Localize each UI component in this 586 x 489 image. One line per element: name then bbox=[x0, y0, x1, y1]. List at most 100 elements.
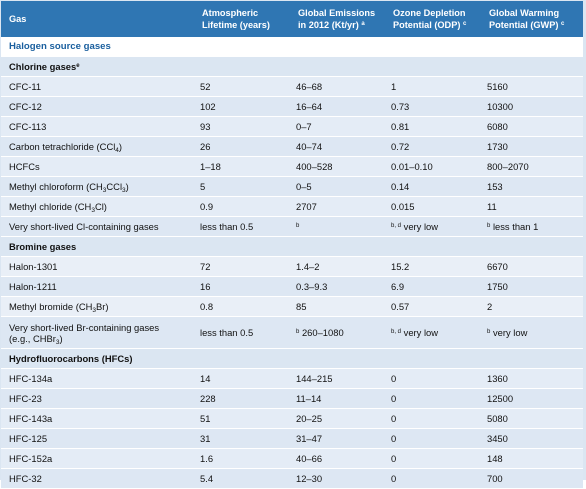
odp-cell: 0 bbox=[385, 448, 481, 469]
section-bromine-gases: Bromine gases bbox=[1, 236, 583, 257]
emissions-cell: 31–47 bbox=[290, 428, 385, 449]
gas-cell: CFC-11 bbox=[1, 76, 194, 97]
odp-cell: 15.2 bbox=[385, 256, 481, 277]
gas-cell: Carbon tetrachloride (CCl4) bbox=[1, 136, 194, 157]
table-row: Halon-1211 16 0.3–9.3 6.9 1750 bbox=[1, 276, 583, 297]
section-title: Chlorine gasese bbox=[1, 56, 583, 77]
gas-cell: HCFCs bbox=[1, 156, 194, 177]
gas-cell: Very short-lived Cl-containing gases bbox=[1, 216, 194, 237]
gwp-cell: 700 bbox=[481, 468, 583, 489]
odp-cell: 0 bbox=[385, 368, 481, 389]
odp-cell: 0 bbox=[385, 468, 481, 489]
gas-cell: CFC-12 bbox=[1, 96, 194, 117]
gas-cell: HFC-134a bbox=[1, 368, 194, 389]
header-odp: Ozone Depletion Potential (ODP) c bbox=[393, 8, 467, 30]
odp-cell: 0.73 bbox=[385, 96, 481, 117]
lifetime-cell: 5 bbox=[194, 176, 290, 197]
table-row: HFC-152a 1.6 40–66 0 148 bbox=[1, 448, 583, 469]
emissions-cell: 16–64 bbox=[290, 96, 385, 117]
odp-cell: 0.57 bbox=[385, 296, 481, 317]
table-row: Very short-lived Br-containing gases (e.g… bbox=[1, 316, 583, 349]
gas-cell: Halon-1211 bbox=[1, 276, 194, 297]
lifetime-cell: 228 bbox=[194, 388, 290, 409]
gas-cell: HFC-32 bbox=[1, 468, 194, 489]
lifetime-cell: 1–18 bbox=[194, 156, 290, 177]
gas-cell: Halon-1301 bbox=[1, 256, 194, 277]
emissions-cell: 11–14 bbox=[290, 388, 385, 409]
gwp-cell: b less than 1 bbox=[481, 216, 583, 237]
odp-cell: 0.01–0.10 bbox=[385, 156, 481, 177]
header-lifetime: Atmospheric Lifetime (years) bbox=[202, 8, 270, 30]
gas-cell: Methyl bromide (CH3Br) bbox=[1, 296, 194, 317]
odp-cell: 0.72 bbox=[385, 136, 481, 157]
table-row: CFC-113 93 0–7 0.81 6080 bbox=[1, 116, 583, 137]
table-row: HFC-32 5.4 12–30 0 700 bbox=[1, 468, 583, 489]
emissions-cell: 0–7 bbox=[290, 116, 385, 137]
odp-cell: b, d very low bbox=[385, 216, 481, 237]
header-gas: Gas bbox=[9, 14, 27, 24]
emissions-cell: 0–5 bbox=[290, 176, 385, 197]
gas-cell: HFC-125 bbox=[1, 428, 194, 449]
gwp-cell: 3450 bbox=[481, 428, 583, 449]
odp-cell: 1 bbox=[385, 76, 481, 97]
lifetime-cell: 31 bbox=[194, 428, 290, 449]
section-title: Hydrofluorocarbons (HFCs) bbox=[1, 348, 583, 369]
lifetime-cell: 5.4 bbox=[194, 468, 290, 489]
table-row: Halon-1301 72 1.4–2 15.2 6670 bbox=[1, 256, 583, 277]
odp-cell: b, d very low bbox=[385, 316, 481, 349]
lifetime-cell: 72 bbox=[194, 256, 290, 277]
gwp-cell: b very low bbox=[481, 316, 583, 349]
emissions-cell: 12–30 bbox=[290, 468, 385, 489]
lifetime-cell: 16 bbox=[194, 276, 290, 297]
emissions-cell: b bbox=[290, 216, 385, 237]
lifetime-cell: 52 bbox=[194, 76, 290, 97]
gwp-cell: 1750 bbox=[481, 276, 583, 297]
lifetime-cell: 1.6 bbox=[194, 448, 290, 469]
emissions-cell: 20–25 bbox=[290, 408, 385, 429]
gwp-cell: 10300 bbox=[481, 96, 583, 117]
emissions-cell: 400–528 bbox=[290, 156, 385, 177]
emissions-cell: 46–68 bbox=[290, 76, 385, 97]
lifetime-cell: 0.9 bbox=[194, 196, 290, 217]
emissions-cell: 2707 bbox=[290, 196, 385, 217]
table-row: Very short-lived Cl-containing gases les… bbox=[1, 216, 583, 237]
gwp-cell: 6080 bbox=[481, 116, 583, 137]
table-row: CFC-12 102 16–64 0.73 10300 bbox=[1, 96, 583, 117]
gwp-cell: 1360 bbox=[481, 368, 583, 389]
gas-cell: Methyl chloroform (CH3CCl3) bbox=[1, 176, 194, 197]
emissions-cell: 40–74 bbox=[290, 136, 385, 157]
lifetime-cell: 0.8 bbox=[194, 296, 290, 317]
emissions-cell: 0.3–9.3 bbox=[290, 276, 385, 297]
odp-cell: 0 bbox=[385, 428, 481, 449]
lifetime-cell: 93 bbox=[194, 116, 290, 137]
odp-cell: 0 bbox=[385, 408, 481, 429]
gwp-cell: 148 bbox=[481, 448, 583, 469]
gwp-cell: 5080 bbox=[481, 408, 583, 429]
table-row: HFC-125 31 31–47 0 3450 bbox=[1, 428, 583, 449]
header-row: Gas Atmospheric Lifetime (years) Global E… bbox=[1, 1, 583, 37]
lifetime-cell: 102 bbox=[194, 96, 290, 117]
gas-cell: CFC-113 bbox=[1, 116, 194, 137]
section-chlorine-gases: Chlorine gasese bbox=[1, 56, 583, 77]
section-hfcs: Hydrofluorocarbons (HFCs) bbox=[1, 348, 583, 369]
odp-cell: 0 bbox=[385, 388, 481, 409]
table-row: HFC-23 228 11–14 0 12500 bbox=[1, 388, 583, 409]
table-row: CFC-11 52 46–68 1 5160 bbox=[1, 76, 583, 97]
table-row: Carbon tetrachloride (CCl4) 26 40–74 0.7… bbox=[1, 136, 583, 157]
section-title: Halogen source gases bbox=[1, 37, 583, 57]
header-emissions: Global Emissions in 2012 (Kt/yr) a bbox=[298, 8, 376, 30]
section-halogen-source-gases: Halogen source gases bbox=[1, 37, 583, 57]
gas-cell: HFC-152a bbox=[1, 448, 194, 469]
gwp-cell: 1730 bbox=[481, 136, 583, 157]
gas-cell: Methyl chloride (CH3Cl) bbox=[1, 196, 194, 217]
odp-cell: 0.81 bbox=[385, 116, 481, 137]
gwp-cell: 800–2070 bbox=[481, 156, 583, 177]
gwp-cell: 153 bbox=[481, 176, 583, 197]
emissions-cell: 40–66 bbox=[290, 448, 385, 469]
table-row: Methyl chloride (CH3Cl) 0.9 2707 0.015 1… bbox=[1, 196, 583, 217]
gwp-cell: 12500 bbox=[481, 388, 583, 409]
gas-cell: HFC-143a bbox=[1, 408, 194, 429]
section-title: Bromine gases bbox=[1, 236, 583, 257]
